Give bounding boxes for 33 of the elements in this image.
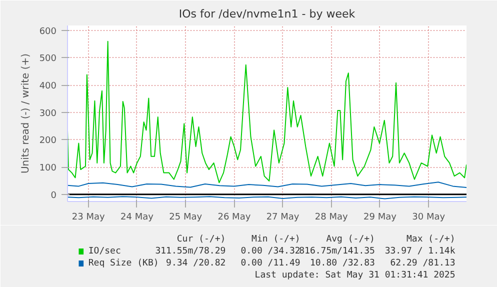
y-tick-label: 200: [39, 136, 57, 146]
text: Max (-/+): [406, 234, 456, 244]
x-tick-label: 25 May: [169, 212, 203, 222]
x-tick-label: 23 May: [72, 212, 106, 222]
text: Last update: Sat May 31 01:31:41 2025: [254, 270, 456, 280]
text: Cur (-/+): [176, 234, 226, 244]
y-tick-label: 0: [50, 190, 57, 201]
text: 10.80 /32.83: [310, 258, 375, 268]
x-tick-label: 24 May: [120, 212, 154, 222]
y-tick-label: 400: [39, 82, 57, 92]
text: 62.29 /81.13: [390, 258, 456, 268]
x-tick-label: 30 May: [412, 212, 446, 222]
text: 33.97 / 1.14k: [384, 246, 456, 256]
text: 0.00 /34.32: [240, 246, 300, 256]
text: Avg (-/+): [326, 234, 375, 244]
y-tick-label: 500: [39, 54, 57, 64]
line-series: [68, 40, 466, 184]
text: 0.00 /11.49: [240, 258, 300, 268]
text: 9.34 /20.82: [166, 258, 226, 268]
y-tick-label: 600: [39, 26, 57, 37]
legend-label: Req Size (KB): [88, 258, 159, 268]
y-tick-label: 300: [39, 108, 57, 119]
chart-title: IOs for /dev/nvme1n1 - by week: [178, 8, 356, 20]
y-axis-title: Units read (-) / write (+): [20, 53, 32, 174]
x-tick-label: 28 May: [314, 212, 349, 222]
y-tick-label: 100: [39, 164, 57, 174]
x-tick-label: 27 May: [266, 212, 300, 222]
legend-label: IO/sec: [88, 246, 121, 256]
x-tick-label: 26 May: [218, 212, 252, 222]
text: 311.55m/78.29: [155, 246, 226, 256]
text: Min (-/+): [252, 234, 300, 244]
x-tick-label: 29 May: [364, 212, 398, 222]
text: 816.75m/141.35: [299, 246, 375, 256]
